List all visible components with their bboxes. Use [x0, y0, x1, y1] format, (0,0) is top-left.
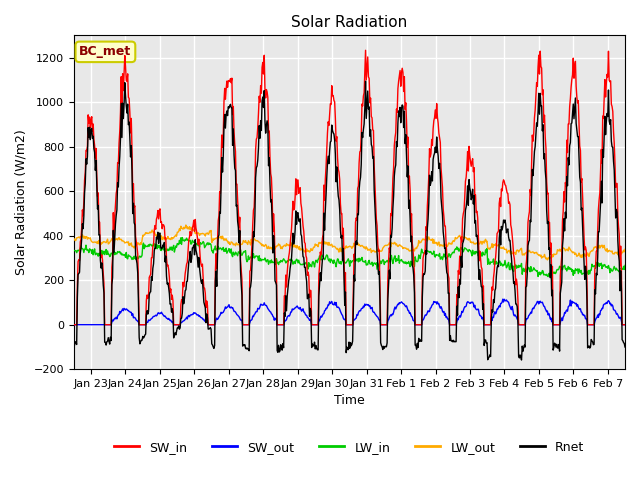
SW_out — [263, 304, 271, 310]
Rnet — [236, 228, 244, 233]
LW_out — [70, 237, 77, 243]
LW_in — [285, 258, 292, 264]
Legend: SW_in, SW_out, LW_in, LW_out, Rnet: SW_in, SW_out, LW_in, LW_out, Rnet — [109, 435, 589, 458]
SW_in — [70, 322, 77, 327]
LW_in — [70, 248, 77, 253]
SW_out — [284, 313, 292, 319]
LW_in — [237, 247, 244, 252]
SW_in — [362, 48, 369, 53]
Rnet — [134, 300, 142, 306]
Line: Rnet: Rnet — [74, 81, 625, 360]
Rnet — [621, 344, 629, 350]
LW_in — [264, 257, 271, 263]
SW_out — [70, 322, 77, 327]
Line: LW_in: LW_in — [74, 238, 625, 276]
LW_in — [544, 274, 552, 279]
LW_out — [285, 243, 292, 249]
LW_out — [182, 222, 189, 228]
SW_out — [499, 296, 507, 302]
LW_in — [179, 235, 186, 240]
Title: Solar Radiation: Solar Radiation — [291, 15, 408, 30]
Rnet — [518, 357, 525, 363]
Rnet — [263, 118, 271, 124]
Text: BC_met: BC_met — [79, 45, 132, 59]
LW_out — [134, 240, 142, 246]
X-axis label: Time: Time — [334, 395, 365, 408]
Rnet — [407, 239, 415, 245]
Line: SW_in: SW_in — [74, 50, 625, 324]
SW_out — [134, 319, 142, 325]
Rnet — [70, 339, 77, 345]
LW_out — [407, 248, 415, 254]
SW_out — [236, 315, 244, 321]
SW_out — [621, 322, 629, 327]
LW_in — [134, 256, 142, 262]
Rnet — [362, 78, 369, 84]
LW_out — [264, 245, 271, 251]
SW_out — [406, 310, 414, 315]
SW_in — [134, 282, 142, 288]
Y-axis label: Solar Radiation (W/m2): Solar Radiation (W/m2) — [15, 130, 28, 275]
SW_in — [236, 215, 244, 220]
LW_out — [543, 257, 551, 263]
SW_in — [284, 261, 292, 266]
Line: LW_out: LW_out — [74, 225, 625, 260]
SW_in — [407, 219, 415, 225]
LW_in — [438, 254, 445, 260]
LW_in — [621, 263, 629, 268]
SW_in — [621, 322, 629, 327]
LW_out — [621, 246, 629, 252]
SW_in — [263, 89, 271, 95]
SW_in — [438, 175, 445, 181]
LW_out — [237, 241, 244, 247]
Line: SW_out: SW_out — [74, 299, 625, 324]
LW_in — [407, 258, 415, 264]
Rnet — [438, 203, 445, 209]
LW_out — [438, 242, 445, 248]
Rnet — [284, 286, 292, 291]
SW_out — [437, 304, 445, 310]
